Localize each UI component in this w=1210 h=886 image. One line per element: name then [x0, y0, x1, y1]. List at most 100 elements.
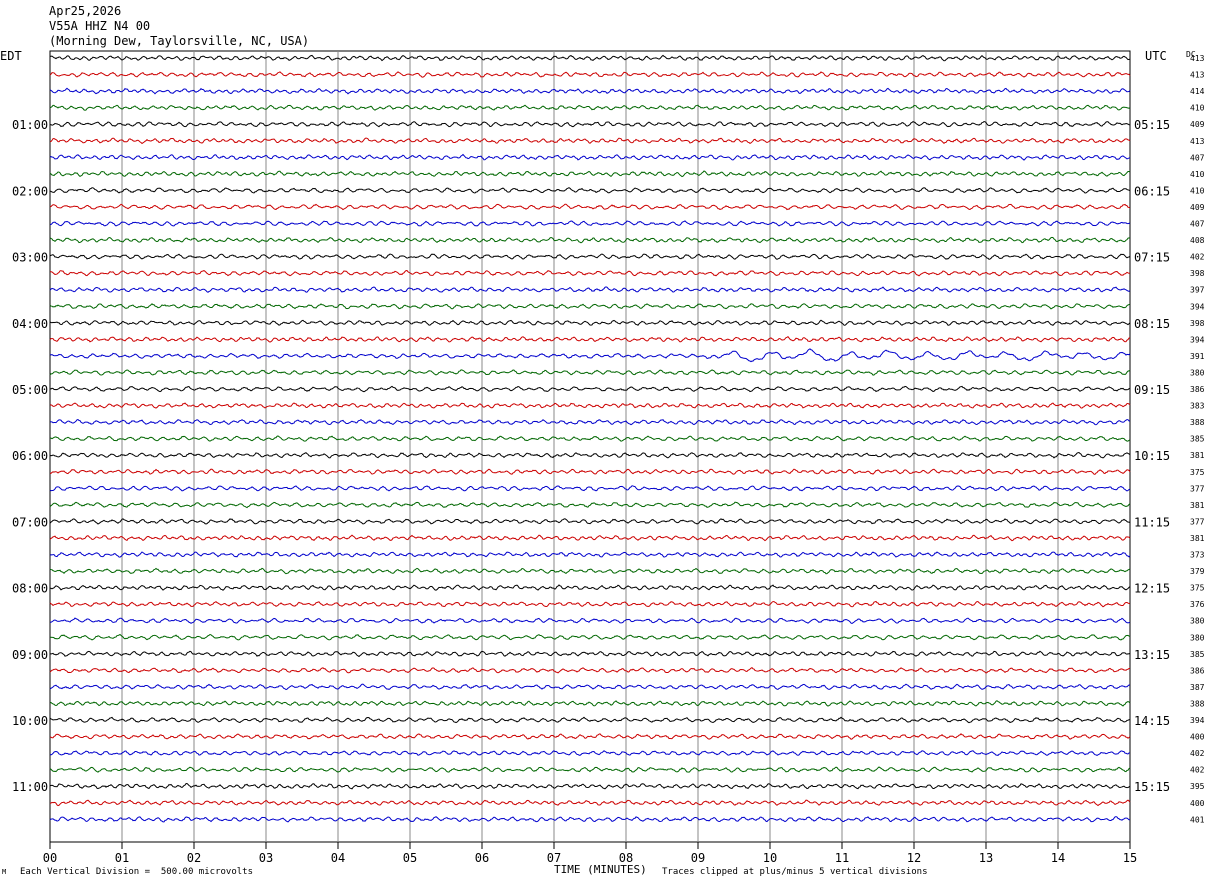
seismic-trace	[49, 667, 1131, 674]
dc-offset-label: 413	[1190, 71, 1205, 80]
utc-hour-label: 12:15	[1134, 582, 1170, 596]
seismic-trace	[49, 683, 1131, 691]
dc-offset-label: 413	[1190, 54, 1205, 63]
dc-column-label: DC	[1186, 50, 1196, 59]
dc-offset-label: 380	[1190, 633, 1205, 642]
seismic-trace	[49, 551, 1131, 558]
dc-offset-label: 410	[1190, 170, 1205, 179]
x-tick-label: 14	[1051, 851, 1065, 865]
seismic-trace	[49, 816, 1131, 823]
seismic-trace	[49, 501, 1131, 509]
seismic-trace	[49, 104, 1131, 111]
seismic-trace	[49, 485, 1131, 492]
utc-hour-label: 10:15	[1134, 449, 1170, 463]
dc-offset-label: 398	[1190, 319, 1205, 328]
x-tick-label: 12	[907, 851, 921, 865]
seismic-trace	[49, 633, 1131, 641]
seismic-trace	[49, 733, 1131, 740]
dc-offset-label: 407	[1190, 220, 1205, 229]
seismic-trace	[49, 319, 1131, 326]
x-tick-label: 13	[979, 851, 993, 865]
axis-labels: 413 413 414 410 409 413 407 410 410 409 407 408 402 3…	[12, 54, 1205, 865]
dc-offset-label: 380	[1190, 368, 1205, 377]
seismic-trace	[49, 534, 1131, 542]
x-tick-label: 05	[403, 851, 417, 865]
dc-offset-label: 402	[1190, 749, 1205, 758]
dc-offset-label: 385	[1190, 435, 1205, 444]
dc-offset-label: 395	[1190, 782, 1205, 791]
utc-hour-label: 11:15	[1134, 515, 1170, 529]
seismic-trace	[49, 600, 1131, 608]
seismic-trace	[49, 120, 1131, 128]
utc-zone-label: UTC	[1145, 49, 1167, 63]
seismic-trace	[49, 650, 1131, 658]
seismic-trace	[49, 71, 1131, 78]
seismogram-traces	[49, 54, 1131, 823]
dc-offset-label: 381	[1190, 501, 1205, 510]
seismic-trace	[49, 170, 1131, 178]
edt-hour-label: 07:00	[12, 515, 48, 529]
dc-offset-label: 394	[1190, 716, 1205, 725]
seismic-trace	[49, 451, 1131, 459]
seismic-trace	[49, 402, 1131, 409]
seismic-trace	[49, 700, 1131, 707]
seismic-trace	[49, 336, 1131, 343]
dc-offset-label: 379	[1190, 567, 1205, 576]
dc-offset-label: 383	[1190, 402, 1205, 411]
seismic-trace	[49, 385, 1131, 393]
edt-hour-label: 11:00	[12, 780, 48, 794]
seismic-trace	[49, 783, 1131, 790]
seismic-trace	[49, 236, 1131, 244]
utc-hour-label: 13:15	[1134, 648, 1170, 662]
dc-offset-label: 380	[1190, 617, 1205, 626]
edt-hour-label: 06:00	[12, 449, 48, 463]
dc-offset-label: 413	[1190, 137, 1205, 146]
dc-offset-label: 401	[1190, 815, 1205, 824]
dc-offset-label: 388	[1190, 699, 1205, 708]
seismic-trace	[49, 468, 1131, 475]
dc-offset-label: 402	[1190, 766, 1205, 775]
x-tick-label: 04	[331, 851, 345, 865]
time-grid	[49, 50, 1131, 843]
dc-offset-label: 400	[1190, 799, 1205, 808]
edt-hour-label: 02:00	[12, 184, 48, 198]
dc-offset-label: 410	[1190, 186, 1205, 195]
scale-note: Each Vertical Division = 500.00 microvol…	[20, 867, 253, 877]
dc-offset-label: 410	[1190, 104, 1205, 113]
dc-offset-label: 409	[1190, 120, 1205, 129]
dc-offset-label: 398	[1190, 269, 1205, 278]
utc-hour-label: 15:15	[1134, 780, 1170, 794]
seismic-trace	[49, 617, 1131, 624]
seismic-trace	[49, 203, 1131, 211]
dc-offset-label: 407	[1190, 153, 1205, 162]
dc-offset-label: 375	[1190, 584, 1205, 593]
location-title: (Morning Dew, Taylorsville, NC, USA)	[49, 34, 310, 48]
dc-offset-label: 386	[1190, 666, 1205, 675]
seismic-trace	[49, 369, 1131, 376]
seismic-trace	[49, 153, 1131, 161]
x-tick-label: 03	[259, 851, 273, 865]
seismic-trace	[49, 54, 1131, 62]
utc-hour-label: 14:15	[1134, 714, 1170, 728]
seismic-trace	[49, 286, 1131, 293]
x-tick-label: 09	[691, 851, 705, 865]
x-tick-label: 01	[115, 851, 129, 865]
dc-offset-label: 394	[1190, 302, 1205, 311]
dc-offset-label: 377	[1190, 484, 1205, 493]
seismic-trace	[49, 766, 1131, 773]
edt-hour-label: 05:00	[12, 383, 48, 397]
clip-note: Traces clipped at plus/minus 5 vertical …	[662, 867, 928, 877]
dc-offset-label: 402	[1190, 253, 1205, 262]
seismic-trace	[49, 750, 1131, 756]
utc-hour-label: 07:15	[1134, 251, 1170, 265]
utc-hour-label: 09:15	[1134, 383, 1170, 397]
dc-offset-label: 381	[1190, 451, 1205, 460]
x-tick-label: 07	[547, 851, 561, 865]
dc-offset-label: 387	[1190, 683, 1205, 692]
x-tick-label: 06	[475, 851, 489, 865]
edt-hour-label: 09:00	[12, 648, 48, 662]
seismic-trace	[49, 187, 1131, 194]
seismic-trace	[49, 87, 1131, 95]
plot-frame	[49, 50, 1131, 843]
